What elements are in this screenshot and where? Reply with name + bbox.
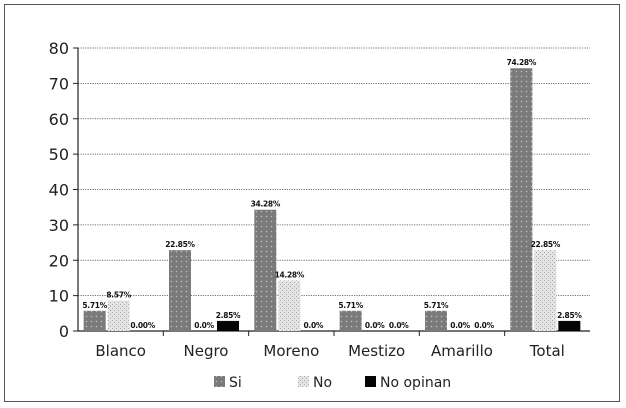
y-tick-label-40: 40 [49, 181, 69, 200]
bar-si-moreno [254, 209, 277, 331]
bar-si-amarillo [425, 310, 447, 331]
y-tick-label-50: 50 [49, 145, 69, 164]
bars [83, 68, 581, 331]
bar-si-blanco [83, 310, 106, 331]
data-label-si-mestizo: 5.71% [338, 301, 363, 310]
legend: Si No No opinan [214, 375, 451, 391]
y-tick-label-80: 80 [49, 39, 69, 58]
data-label-no-opinan-moreno: 0.0% [304, 321, 324, 330]
legend-label-si: Si [229, 375, 242, 391]
data-label-no-opinan-amarillo: 0.0% [474, 321, 494, 330]
data-label-si-total: 74.28% [507, 58, 537, 67]
y-tick-label-10: 10 [49, 287, 69, 306]
chart-frame [4, 4, 620, 402]
data-label-si-amarillo: 5.71% [424, 301, 449, 310]
data-label-no-blanco: 8.57% [106, 291, 131, 300]
data-label-no-opinan-negro: 2.85% [216, 311, 241, 320]
bar-no-opinan-total [558, 320, 581, 331]
legend-swatch-si [214, 376, 225, 387]
category-label-negro: Negro [184, 342, 229, 360]
data-label-si-moreno: 34.28% [251, 200, 281, 209]
data-label-no-total: 22.85% [531, 240, 561, 249]
category-label-amarillo: Amarillo [431, 342, 493, 360]
y-tick-label-30: 30 [49, 216, 69, 235]
category-label-blanco: Blanco [95, 342, 146, 360]
data-label-no-opinan-mestizo: 0.0% [389, 321, 409, 330]
legend-label-no-opinan: No opinan [380, 375, 451, 391]
y-tick-label-0: 0 [59, 322, 69, 341]
y-tick-label-60: 60 [49, 110, 69, 129]
category-label-total: Total [529, 342, 565, 360]
axes: 0 10 20 30 40 50 60 70 80 Blanco Negro Moreno Mestiz… [49, 39, 590, 360]
bar-si-negro [169, 250, 191, 331]
bar-no-total [534, 250, 557, 331]
legend-swatch-no [298, 376, 309, 387]
category-label-moreno: Moreno [263, 342, 319, 360]
bar-si-mestizo [339, 310, 362, 331]
bar-no-opinan-negro [217, 320, 239, 331]
data-label-no-negro: 0.0% [194, 321, 214, 330]
y-tick-label-20: 20 [49, 251, 69, 270]
data-labels: 5.71%8.57%0.00%22.85%0.0%2.85%34.28%14.2… [82, 58, 582, 330]
data-label-no-opinan-blanco: 0.00% [130, 321, 155, 330]
legend-swatch-no-opinan [365, 376, 376, 387]
legend-label-no: No [313, 375, 332, 391]
bar-no-moreno [278, 280, 301, 331]
data-label-no-mestizo: 0.0% [365, 321, 385, 330]
data-label-no-opinan-total: 2.85% [557, 311, 582, 320]
bar-no-blanco [107, 300, 130, 331]
bar-si-total [510, 68, 533, 331]
data-label-no-moreno: 14.28% [275, 270, 305, 279]
data-label-si-negro: 22.85% [165, 240, 195, 249]
data-label-no-amarillo: 0.0% [450, 321, 470, 330]
category-label-mestizo: Mestizo [348, 342, 405, 360]
y-tick-label-70: 70 [49, 74, 69, 93]
data-label-si-blanco: 5.71% [82, 301, 107, 310]
